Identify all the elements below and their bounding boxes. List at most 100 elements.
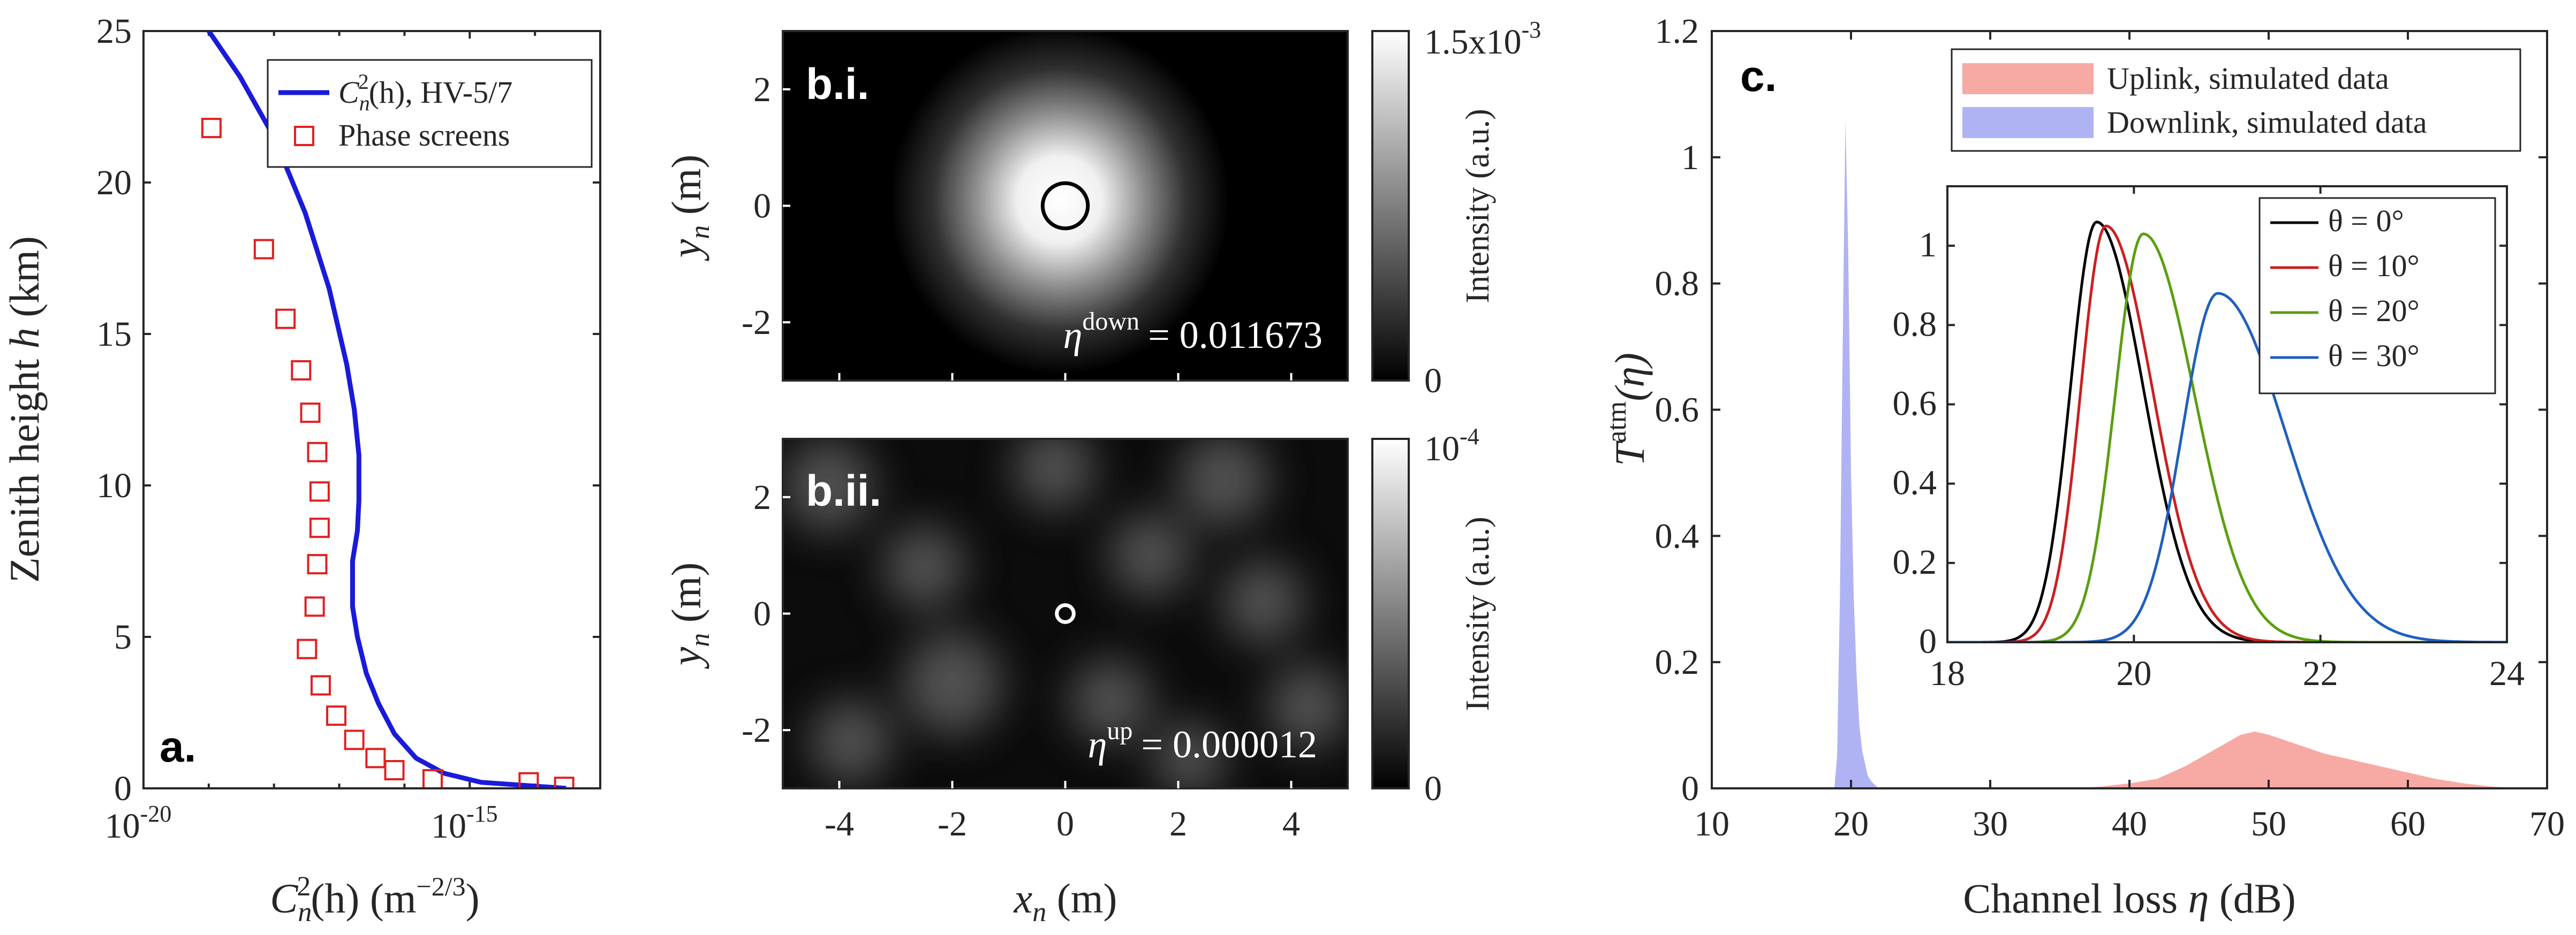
eta-up-annotation: ηup = 0.000012: [1088, 717, 1317, 766]
inset-legend-entry: θ = 30°: [2328, 338, 2420, 373]
phase-screen-marker: [384, 760, 405, 781]
legend-entry-downlink: Downlink, simulated data: [2107, 105, 2427, 140]
inset-y-tick-label: 0.2: [1893, 543, 1937, 582]
speckle-blob: [1178, 439, 1269, 527]
y-tick-label: 2: [753, 70, 771, 109]
colorbar-b-i: [1371, 30, 1410, 382]
y-tick-label: 1: [1681, 138, 1699, 177]
phase-screen-marker: [365, 748, 386, 769]
y-tick-label: 25: [96, 12, 132, 51]
x-tick-label: -4: [825, 804, 854, 843]
legend-entry-phase-screens: Phase screens: [338, 118, 510, 153]
downlink-beam-spot: [890, 31, 1229, 375]
phase-screen-marker: [291, 360, 312, 381]
panel-a-axes-box: [142, 30, 601, 789]
speckle-blob: [1153, 721, 1226, 788]
panel-c-ylabel: Tatm(η): [1601, 353, 1653, 466]
phase-screen-marker: [554, 777, 575, 788]
y-tick-label: -2: [742, 303, 771, 342]
panel-c-ticks: 00.20.40.60.811.210 20 30 40 50 60 70: [1655, 12, 2565, 843]
cn2-profile-line: [207, 31, 566, 788]
phase-screen-markers: [201, 118, 575, 788]
speckle-blob: [902, 632, 1002, 735]
y-tick-label: 20: [96, 163, 132, 202]
y-tick-label: 5: [114, 618, 132, 657]
x-tick-label: 10: [1694, 804, 1729, 843]
y-tick-label: 0: [753, 187, 771, 226]
colorbar-b-ii-min: 0: [1424, 769, 1442, 808]
speckle-blob: [1267, 665, 1348, 749]
panel-b-i: -2 0 2 b.i. ηdown = 0.011673 yn (m) 1.5x10-…: [663, 17, 1541, 400]
phase-screen-marker: [253, 239, 274, 260]
speckle-blob: [1222, 560, 1304, 644]
legend-swatch-downlink: [1962, 107, 2094, 138]
inset-legend-entries: θ = 0° θ = 10° θ = 20° θ = 30°: [2270, 203, 2420, 373]
receiver-aperture-circle: [1040, 181, 1090, 231]
panel-c-legend: Uplink, simulated data Downlink, simulat…: [1951, 48, 2521, 152]
y-tick-label: 0: [753, 595, 771, 634]
y-tick-label: -2: [742, 711, 771, 750]
y-tick-label: 0: [1681, 769, 1699, 808]
tick-base: 10: [431, 807, 466, 846]
legend-swatch-uplink: [1962, 63, 2094, 94]
panel-b-ii-ticks: -2 0 2 -4 -2 0 2 4: [742, 478, 1300, 843]
panel-a-legend: Cn2(h), HV-5/7 Phase screens: [267, 59, 593, 168]
inset-y-tick-label: 1: [1919, 225, 1937, 264]
phase-screen-marker: [300, 402, 321, 423]
phase-screen-marker: [304, 596, 325, 617]
phase-screen-marker: [307, 442, 328, 462]
x-tick-label: 10-20: [105, 801, 172, 846]
tick-base: 10: [105, 807, 140, 846]
phase-screen-marker: [344, 729, 365, 750]
uplink-histogram: [2074, 731, 2519, 788]
panel-b-i-ylabel: yn (m): [663, 155, 715, 262]
y-tick-label: 0.8: [1655, 264, 1699, 303]
inset-x-tick-label: 20: [2116, 654, 2151, 693]
inset-y-tick-label: 0.6: [1893, 384, 1937, 423]
x-tick-label: 60: [2390, 804, 2426, 843]
panel-b-i-ticks: -2 0 2: [742, 70, 1293, 381]
panel-a-label: a.: [160, 723, 196, 771]
inset-legend-entry: θ = 0°: [2328, 203, 2404, 238]
colorbar-b-i-max: 1.5x10-3: [1424, 17, 1541, 62]
x-tick-label: 50: [2251, 804, 2286, 843]
inset-ticks: 0 0.2 0.4 0.6 0.8 1 18 20 22 24: [1893, 186, 2525, 693]
inset-y-tick-label: 0.4: [1893, 463, 1937, 503]
phase-screen-marker: [326, 705, 346, 726]
x-tick-label: 70: [2529, 804, 2565, 843]
speckle-blob: [883, 525, 965, 609]
panel-b-i-label: b.i.: [806, 60, 869, 109]
panel-c: 00.20.40.60.811.210 20 30 40 50 60 70 c. Uplin…: [1601, 12, 2565, 922]
panel-c-xlabel: Channel loss η (dB): [1963, 875, 2296, 922]
phase-screen-marker: [201, 118, 222, 139]
panel-b-ii-label: b.ii.: [806, 467, 881, 515]
colorbar-b-ii-label: Intensity (a.u.): [1460, 516, 1496, 711]
colorbar-b-ii-max: 10-4: [1424, 423, 1479, 468]
y-tick-label: 0.6: [1655, 391, 1699, 430]
tick-exponent: -15: [466, 801, 498, 827]
inset-curve-theta: [1947, 221, 2507, 642]
inset-curve-theta: [1947, 292, 2507, 642]
speckle-blob: [810, 700, 892, 784]
panel-a-ylabel: Zenith height h (km): [1, 236, 48, 583]
legend-marker-swatch: [294, 126, 314, 146]
panel-b-ii-ylabel: yn (m): [663, 562, 715, 670]
phase-screen-marker: [518, 772, 539, 788]
colorbar-b-i-min: 0: [1424, 361, 1442, 400]
phase-screen-marker: [309, 481, 330, 502]
legend-entry-cn2: Cn2(h), HV-5/7: [338, 70, 512, 115]
y-tick-label: 10: [96, 466, 132, 505]
phase-screen-marker: [297, 638, 318, 659]
phase-screen-marker: [422, 769, 443, 788]
inset-legend: θ = 0° θ = 10° θ = 20° θ = 30°: [2258, 197, 2496, 394]
speckle-blob: [1109, 513, 1191, 598]
inset-legend-entry: θ = 10°: [2328, 248, 2420, 283]
inset-x-tick-label: 18: [1930, 654, 1965, 693]
y-tick-label: 0.4: [1655, 516, 1699, 556]
x-tick-label: 20: [1833, 804, 1869, 843]
uplink-speckle-field: [783, 439, 1348, 788]
colorbar-b-ii: [1371, 438, 1410, 789]
